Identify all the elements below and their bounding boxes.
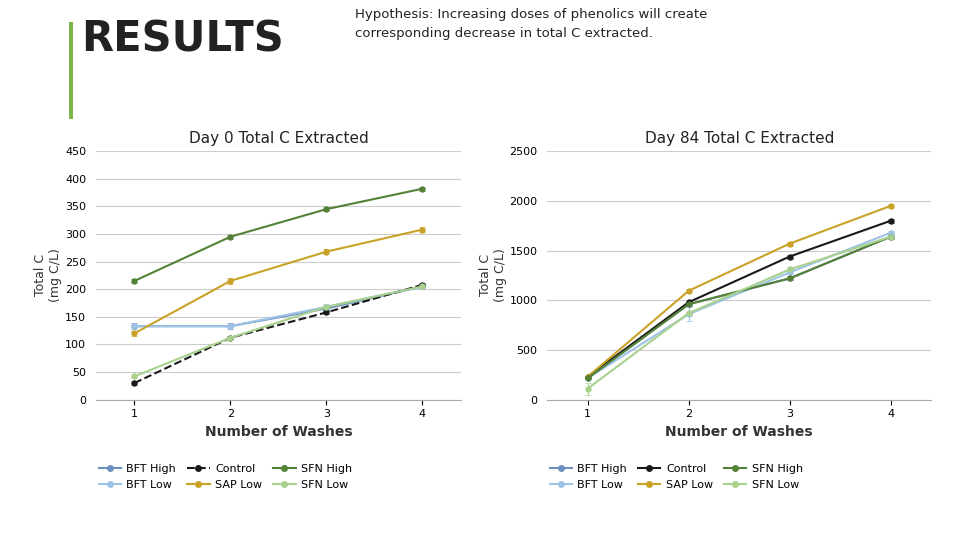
- Legend: BFT High, BFT Low, Control, SAP Low, SFN High, SFN Low: BFT High, BFT Low, Control, SAP Low, SFN…: [545, 460, 807, 494]
- Legend: BFT High, BFT Low, Control, SAP Low, SFN High, SFN Low: BFT High, BFT Low, Control, SAP Low, SFN…: [94, 460, 357, 494]
- Text: RESULTS: RESULTS: [82, 19, 284, 61]
- X-axis label: Number of Washes: Number of Washes: [204, 425, 352, 439]
- Title: Day 84 Total C Extracted: Day 84 Total C Extracted: [644, 131, 834, 146]
- Y-axis label: Total C
(mg C/L): Total C (mg C/L): [479, 248, 507, 302]
- Title: Day 0 Total C Extracted: Day 0 Total C Extracted: [188, 131, 369, 146]
- X-axis label: Number of Washes: Number of Washes: [665, 425, 813, 439]
- Y-axis label: Total C
(mg C/L): Total C (mg C/L): [35, 248, 62, 302]
- Text: Hypothesis: Increasing doses of phenolics will create
corresponding decrease in : Hypothesis: Increasing doses of phenolic…: [355, 8, 708, 40]
